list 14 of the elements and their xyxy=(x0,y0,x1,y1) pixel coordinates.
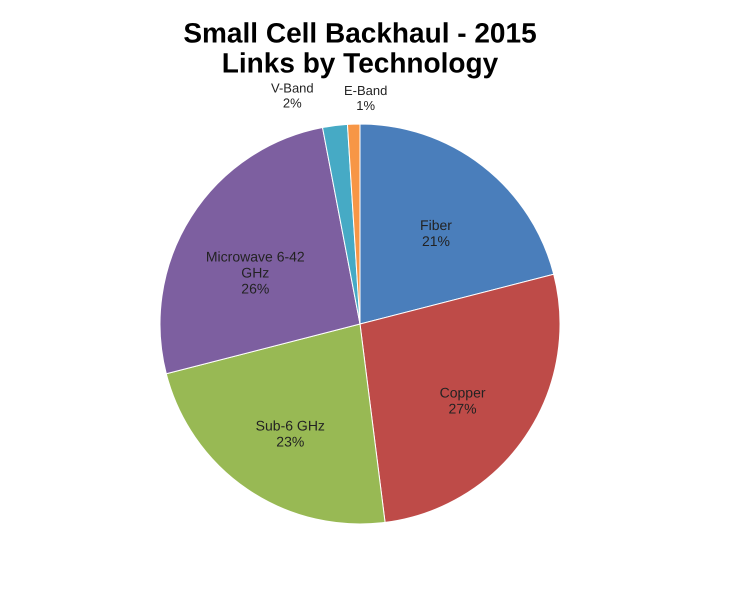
slice-label: E-Band xyxy=(344,82,388,98)
data-label: 1% xyxy=(356,98,376,113)
slice-label: Copper xyxy=(440,384,486,401)
slice-label: Fiber xyxy=(420,217,452,234)
data-label: 26% xyxy=(241,280,270,297)
data-label: 21% xyxy=(422,233,450,250)
slice-label: V-Band xyxy=(270,80,314,96)
slice-label: Microwave 6-42 GHz xyxy=(206,248,305,281)
data-label: 23% xyxy=(276,434,304,450)
data-label: 27% xyxy=(448,400,477,417)
slice-label: Sub-6 GHz xyxy=(256,418,325,434)
text: Small Cell Backhaul - 2015 xyxy=(183,17,537,48)
text: Links by Technology xyxy=(222,47,498,78)
data-label: 2% xyxy=(282,95,302,110)
